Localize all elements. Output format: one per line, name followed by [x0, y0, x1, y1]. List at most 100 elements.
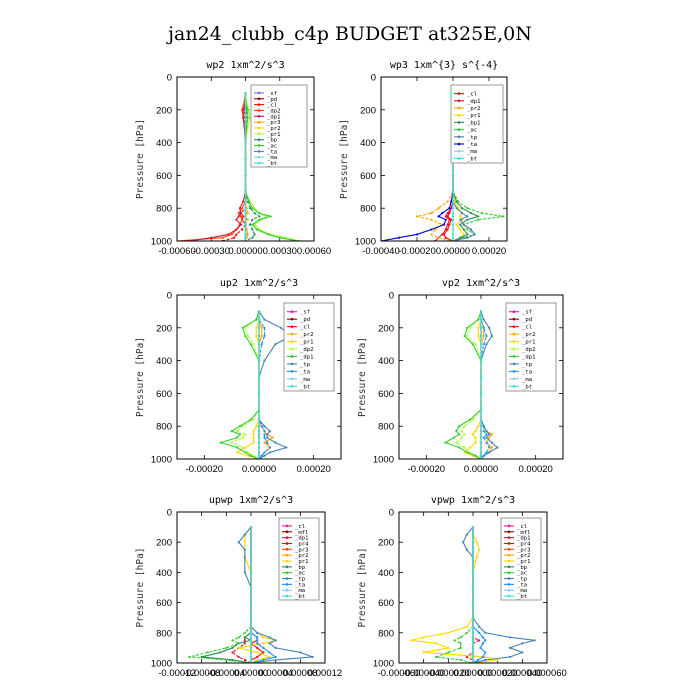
- data-point: [260, 334, 263, 338]
- data-point: [479, 446, 483, 449]
- data-point: [244, 116, 247, 120]
- legend-label: _ac: [517, 571, 527, 577]
- legend-marker: [290, 347, 294, 351]
- data-point: [263, 430, 266, 433]
- data-point: [244, 228, 247, 231]
- data-point: [246, 451, 250, 454]
- legend: _sf_pd _cl_pr2 _pr1_dp2_dp1 _tp_ta _ma_bt: [505, 302, 557, 392]
- legend-marker: [285, 588, 289, 592]
- plot-frame: [398, 294, 564, 460]
- data-point: [521, 651, 524, 654]
- data-point: [415, 215, 419, 218]
- data-point: [252, 418, 255, 421]
- data-point: [256, 658, 259, 662]
- legend-label: _cl: [300, 325, 310, 331]
- legend-box: [450, 84, 504, 164]
- data-point: [246, 116, 249, 120]
- legend-label: _pr2: [300, 332, 313, 338]
- data-point: [274, 658, 277, 662]
- data-point: [463, 433, 466, 436]
- data-point: [451, 233, 455, 236]
- data-point: [244, 236, 247, 239]
- legend-label: _cl: [267, 103, 277, 109]
- legend-label: _bt: [467, 156, 477, 162]
- x-tick-label: 0.00000: [436, 246, 470, 257]
- data-point: [475, 556, 478, 559]
- legend-label: _ma: [267, 155, 277, 161]
- legend-label: _ma: [522, 377, 532, 383]
- data-point: [255, 318, 258, 321]
- data-point: [458, 425, 461, 428]
- legend-marker: [507, 594, 511, 598]
- y-axis-label: Pressure [hPa]: [135, 547, 146, 627]
- data-point: [471, 571, 475, 574]
- y-tick-label: 400: [156, 356, 172, 367]
- data-point: [482, 425, 485, 428]
- data-point: [256, 631, 259, 634]
- data-point: [268, 451, 272, 454]
- x-tick-label: 0.00000: [464, 464, 498, 475]
- legend-marker: [507, 553, 511, 557]
- data-point: [232, 236, 236, 239]
- data-point: [219, 651, 222, 654]
- data-point: [246, 218, 249, 221]
- data-point: [448, 207, 451, 210]
- data-point: [442, 223, 446, 226]
- data-point: [257, 425, 261, 428]
- x-tick-label: 0.000020: [478, 668, 518, 679]
- legend-marker: [290, 355, 294, 358]
- data-point: [248, 116, 252, 120]
- data-point: [457, 200, 460, 203]
- data-point: [488, 433, 491, 436]
- data-point: [430, 212, 433, 215]
- data-point: [451, 236, 455, 239]
- legend-marker: [457, 113, 461, 117]
- data-point: [474, 343, 477, 346]
- data-point: [268, 430, 272, 433]
- data-point: [257, 392, 261, 395]
- legend-marker: [290, 370, 294, 373]
- legend-label: _tp: [300, 362, 311, 368]
- data-point: [488, 326, 491, 329]
- legend-marker: [457, 157, 461, 160]
- legend-label: _pr1: [300, 340, 313, 346]
- data-point: [249, 658, 253, 662]
- plot-frame: [176, 294, 342, 460]
- legend-marker: [257, 120, 261, 124]
- data-point: [490, 446, 494, 449]
- x-tick-label: -0.00040: [362, 246, 400, 257]
- legend-label: _dp2: [267, 108, 280, 114]
- legend-label: _bt: [267, 161, 277, 167]
- data-point: [434, 655, 438, 659]
- data-point: [268, 651, 271, 654]
- legend-marker: [507, 565, 511, 569]
- data-point: [469, 228, 473, 231]
- legend-marker: [257, 97, 261, 101]
- data-point: [451, 174, 455, 177]
- data-point: [238, 425, 241, 428]
- data-point: [482, 436, 485, 439]
- panel-title: wp2 1xm^2/s^3: [206, 60, 284, 71]
- legend-label: _ta: [467, 142, 477, 148]
- data-point: [244, 212, 247, 215]
- data-point: [474, 454, 477, 457]
- data-point: [490, 334, 494, 338]
- data-point: [479, 433, 483, 436]
- data-point: [268, 642, 271, 645]
- legend-label: _pr2: [267, 126, 280, 132]
- x-tick-label: 0.00030: [263, 246, 297, 257]
- y-axis-label: Pressure [hPa]: [339, 119, 350, 199]
- data-point: [450, 207, 453, 210]
- data-point: [236, 446, 239, 449]
- legend-marker: [512, 370, 516, 373]
- data-point: [231, 651, 234, 654]
- y-tick-label: 800: [378, 422, 394, 433]
- data-point: [237, 215, 240, 218]
- data-point: [244, 334, 247, 338]
- data-point: [458, 446, 461, 449]
- data-point: [433, 228, 437, 231]
- data-point: [479, 418, 483, 421]
- data-point: [508, 646, 512, 650]
- legend-label: _tp: [467, 135, 478, 141]
